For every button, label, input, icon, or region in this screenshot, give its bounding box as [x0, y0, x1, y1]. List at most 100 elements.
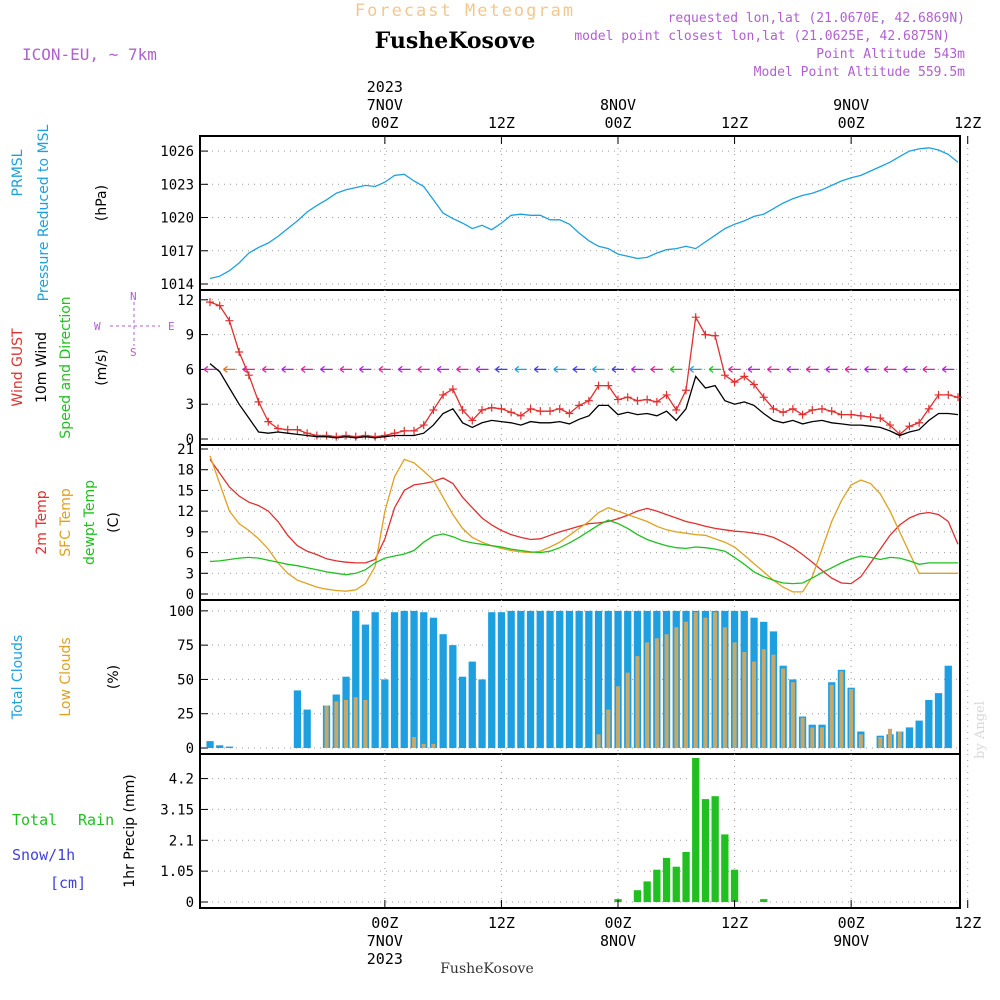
wind-arrow — [300, 365, 314, 373]
top-time-label: 12Z — [721, 114, 748, 132]
series-line — [209, 459, 959, 585]
y-tick-label: 9 — [186, 328, 194, 344]
gust-marker — [808, 406, 817, 414]
bar — [293, 690, 302, 748]
model-label: ICON-EU, ~ 7km — [22, 45, 157, 64]
gust-marker — [886, 421, 894, 430]
y-tick-label: 2.1 — [169, 833, 194, 849]
bar — [352, 610, 360, 748]
bar — [858, 734, 863, 748]
gust-marker — [652, 397, 661, 406]
bar — [594, 610, 603, 748]
bar — [565, 610, 574, 748]
bottom-time-label: 00Z — [838, 914, 865, 932]
wind-arrow — [553, 365, 566, 373]
bar — [420, 612, 428, 748]
gust-marker — [740, 372, 749, 381]
gust-marker — [594, 381, 603, 390]
bar — [692, 758, 700, 902]
gust-marker — [623, 393, 632, 402]
bar — [645, 642, 650, 748]
gust-marker — [837, 410, 846, 419]
bottom-date-label: 9NOV — [833, 932, 869, 950]
y-tick-label: 3 — [186, 397, 194, 413]
y-tick-label: 1.05 — [160, 864, 194, 880]
compass-s: S — [130, 346, 137, 359]
bar — [361, 624, 370, 748]
bar — [429, 617, 438, 748]
bar — [915, 720, 923, 748]
bar — [556, 610, 564, 748]
gust-marker — [924, 404, 933, 413]
gust-marker — [866, 412, 875, 421]
bar — [897, 731, 902, 748]
top-year-label: 2023 — [367, 78, 403, 96]
wind-arrow — [592, 365, 605, 373]
bar — [944, 665, 952, 748]
wind-arrow — [456, 365, 469, 373]
wind-arrow — [825, 365, 838, 373]
gust-marker — [701, 330, 710, 339]
top-time-label: 00Z — [838, 114, 865, 132]
axis-label-gust: Wind GUST — [10, 328, 26, 407]
gust-marker — [730, 378, 739, 387]
bar — [225, 746, 234, 748]
bar — [449, 645, 457, 748]
wind-arrow — [281, 365, 294, 373]
plot-layer: 1014 1017 1020 1023 1026 PRMSL Pressure Reduce… — [10, 78, 981, 968]
wind-arrow — [669, 365, 683, 373]
top-date-label: 8NOV — [600, 96, 636, 114]
axis-label-dewpt: dewpt Temp — [82, 480, 98, 565]
gust-marker — [633, 396, 642, 405]
bar — [653, 869, 661, 902]
gust-marker — [827, 407, 836, 416]
axis-label-pressure: Pressure Reduced to MSL — [36, 124, 52, 301]
bar — [616, 686, 620, 748]
series-line — [209, 147, 959, 280]
bottom-time-label: 12Z — [721, 914, 748, 932]
wind-arrow — [223, 365, 236, 373]
series-line — [209, 455, 958, 593]
gust-marker — [536, 407, 545, 416]
axis-label-unit: (m/s) — [94, 349, 110, 386]
requested-location: requested lon,lat (21.0670E, 42.6869N) — [668, 11, 965, 26]
gust-marker — [410, 426, 418, 435]
label-snow: Snow/1h — [12, 846, 75, 864]
gust-marker — [915, 418, 924, 427]
wind-arrow — [805, 365, 819, 373]
gust-marker — [458, 406, 467, 414]
gust-marker — [720, 371, 729, 380]
bar — [934, 693, 943, 748]
footer-station: FusheKosove — [440, 961, 534, 977]
y-tick-label: 1014 — [160, 277, 194, 293]
gust-marker — [944, 390, 953, 399]
wind-arrow — [747, 365, 760, 373]
axis-label-precip: 1hr Precip (mm) — [122, 774, 138, 887]
bar — [216, 745, 224, 748]
point-altitude: Point Altitude 543m — [816, 47, 965, 62]
y-tick-label: 1017 — [160, 244, 194, 260]
panel-frame — [199, 289, 961, 446]
bar — [643, 881, 651, 902]
y-tick-label: 0 — [186, 895, 194, 911]
wind-arrow — [359, 365, 372, 373]
y-tick-label: 100 — [169, 604, 194, 620]
bar — [878, 737, 883, 748]
y-tick-label: 12 — [177, 504, 194, 520]
bar — [458, 676, 467, 748]
y-tick-label: 21 — [177, 442, 194, 458]
wind-arrow — [495, 365, 508, 373]
bar — [664, 634, 669, 748]
y-tick-label: 0 — [186, 587, 194, 603]
gust-marker — [274, 424, 282, 433]
bar — [614, 610, 622, 748]
bar — [353, 697, 358, 748]
bar — [344, 700, 348, 748]
y-tick-label: 1023 — [160, 177, 194, 193]
bar — [497, 612, 506, 748]
gust-marker — [575, 401, 584, 410]
bottom-year-label: 2023 — [367, 950, 403, 968]
gust-marker — [798, 410, 807, 419]
gust-marker — [672, 406, 681, 414]
gust-marker — [584, 396, 593, 405]
